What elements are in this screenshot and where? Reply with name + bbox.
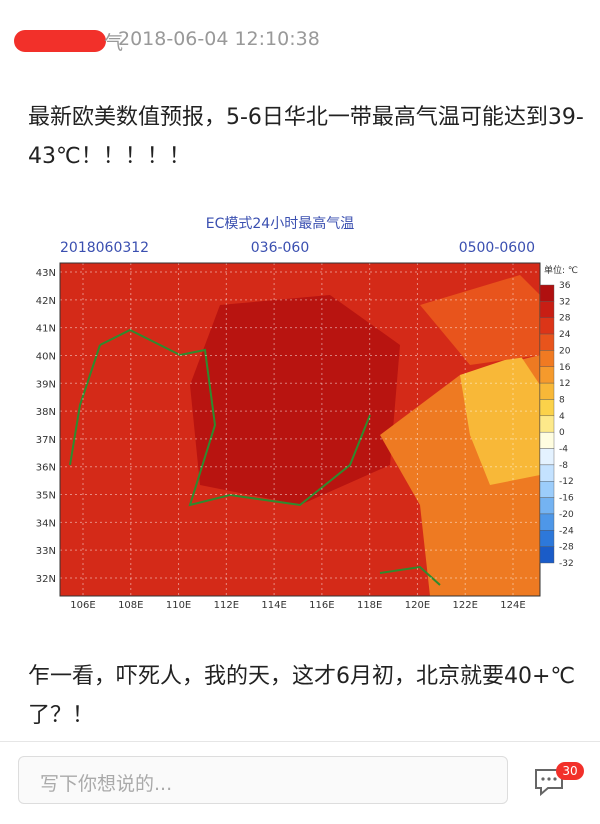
colorbar-label: -8 [559,461,568,471]
colorbar-label: 8 [559,395,565,405]
forecast-image[interactable]: EC模式24小时最高气温 2018060312 036-060 0500-060… [0,205,600,625]
colorbar-cell [539,530,555,547]
colorbar-label: -4 [559,445,568,455]
colorbar-label: -16 [559,494,574,504]
colorbar-cell [539,497,555,515]
lat-label: 36N [36,463,56,474]
lon-label: 110E [166,600,191,611]
lat-label: 43N [36,268,56,279]
lat-axis: 43N 42N 41N 40N 39N 38N 37N 36N 35N 34N 33N 32N [36,268,56,585]
colorbar-label: 4 [559,412,565,422]
time-label: 0500-0600 [459,240,535,256]
colorbar-cell [539,301,555,318]
colorbar-cell [539,333,555,351]
colorbar-cell [539,431,555,449]
colorbar: 单位: ℃ 36 32 28 24 20 16 12 8 4 0 -4 -8 -12 -16 -20 -24 -… [539,264,578,569]
lat-label: 33N [36,546,56,557]
lat-label: 37N [36,435,56,446]
lon-label: 124E [500,600,525,611]
dot [541,777,545,781]
lat-label: 40N [36,351,56,362]
colorbar-cell [539,284,555,302]
colorbar-unit: 单位: ℃ [544,264,578,276]
colorbar-label: 32 [559,297,570,307]
colorbar-label: -24 [559,526,574,536]
hot-zone [190,295,400,505]
border-line [379,565,441,586]
lon-label: 108E [118,600,143,611]
lon-label: 114E [261,600,286,611]
border-line [69,344,101,466]
warm-zone-north [420,275,540,365]
colorbar-label: -20 [559,510,574,520]
border-line [99,328,371,507]
colorbar-cell [539,382,555,400]
lon-axis: 106E 108E 110E 112E 114E 116E 118E 120E 122E 124E [70,600,525,611]
redacted-name [14,30,106,52]
colorbar-cell [539,350,555,367]
lon-label: 106E [70,600,95,611]
lon-label: 118E [357,600,382,611]
colorbar-cell [539,513,555,531]
hours-label: 036-060 [251,240,310,256]
lat-label: 32N [36,574,56,585]
colorbar-cell [539,464,555,482]
colorbar-label: 12 [559,379,570,389]
comment-placeholder: 写下你想说的... [40,773,173,795]
map-title: EC模式24小时最高气温 [206,215,354,232]
comment-badge: 30 [556,762,584,780]
colorbar-label: -28 [559,543,574,553]
lat-label: 34N [36,518,56,529]
colorbar-label: 0 [559,428,565,438]
colorbar-label: 24 [559,330,571,340]
lat-label: 35N [36,491,56,502]
lon-label: 112E [214,600,239,611]
username[interactable]: 气 [104,32,124,54]
colorbar-label: 16 [559,363,571,373]
comment-input[interactable] [18,756,508,804]
lat-label: 41N [36,324,56,335]
colorbar-cell [539,481,555,498]
colorbar-label: -12 [559,477,574,487]
colorbar-cell [539,366,555,384]
timestamp: 2018-06-04 12:10:38 [118,28,320,50]
colorbar-label: -32 [559,559,574,569]
post-text: 乍一看，吓死人，我的天，这才6月初，北京就要40+℃了？！ [28,664,576,728]
colorbar-label: 36 [559,281,571,291]
colorbar-label: 28 [559,314,571,324]
map-grid [60,263,540,596]
cool-zone [460,355,540,485]
colorbar-label: 20 [559,346,571,356]
divider [0,741,600,742]
dot [553,777,557,781]
lon-label: 120E [405,600,430,611]
post-text: 最新欧美数值预报，5-6日华北一带最高气温可能达到39-43℃！！！！！ [28,105,584,169]
lon-label: 122E [453,600,478,611]
lat-label: 38N [36,407,56,418]
colorbar-cell [539,399,555,417]
dot [547,777,551,781]
lon-label: 116E [309,600,334,611]
lat-label: 42N [36,296,56,307]
run-label: 2018060312 [60,240,149,256]
colorbar-cell [539,317,555,335]
colorbar-cell [539,415,555,433]
colorbar-cell [539,546,555,564]
lat-label: 39N [36,379,56,390]
map [59,262,541,597]
colorbar-cell [539,448,555,466]
